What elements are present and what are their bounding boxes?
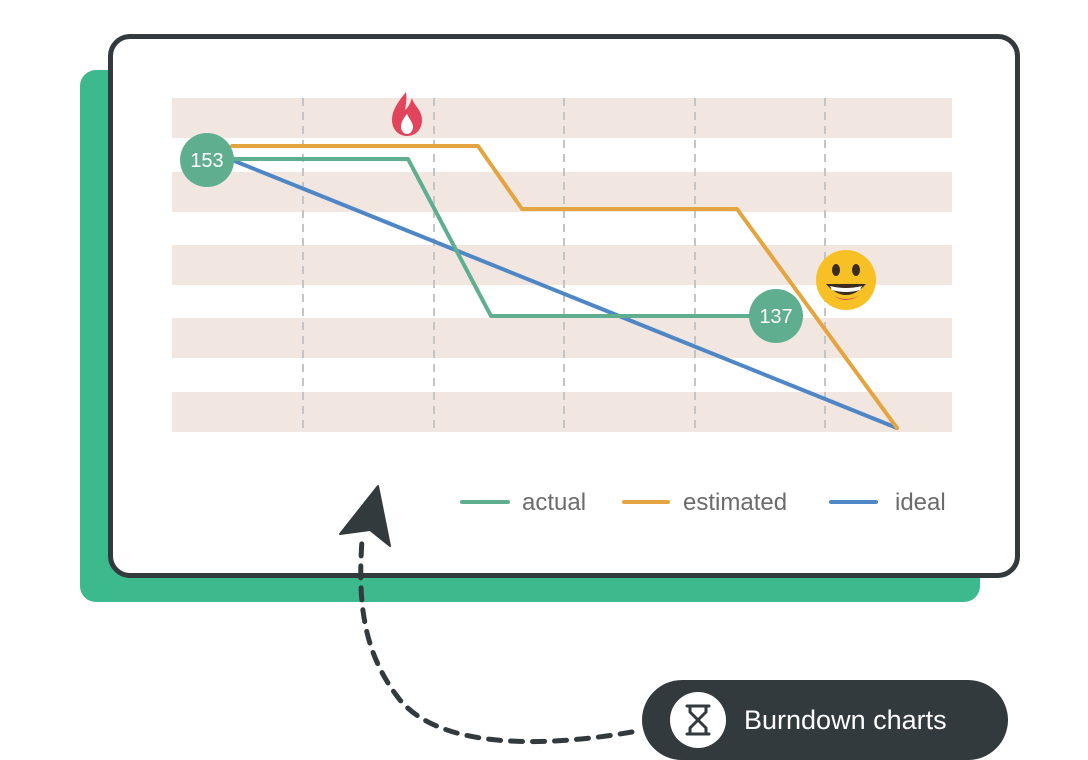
badge-current-label: 137 [759, 306, 792, 328]
legend-label-estimated: estimated [683, 489, 787, 516]
dashed-connector [358, 537, 635, 745]
series-line-actual [230, 157, 778, 318]
chart-legend: actual estimated ideal [460, 489, 946, 516]
legend-label-actual: actual [522, 489, 586, 516]
series-line-ideal [230, 158, 899, 430]
cursor-arrow-icon [339, 485, 391, 547]
badge-current: 137 [749, 289, 803, 343]
feature-label: Burndown charts [744, 704, 947, 735]
series-line-estimated [230, 144, 899, 430]
band [172, 172, 952, 212]
badge-start-label: 153 [190, 150, 223, 172]
feature-pill[interactable]: Burndown charts [642, 680, 1008, 760]
hourglass-icon [685, 704, 711, 736]
legend-label-ideal: ideal [895, 489, 946, 516]
grinning-face-icon [816, 250, 876, 310]
fire-icon [392, 92, 422, 136]
badge-start: 153 [180, 133, 234, 187]
hourglass-icon-circle [670, 692, 726, 748]
